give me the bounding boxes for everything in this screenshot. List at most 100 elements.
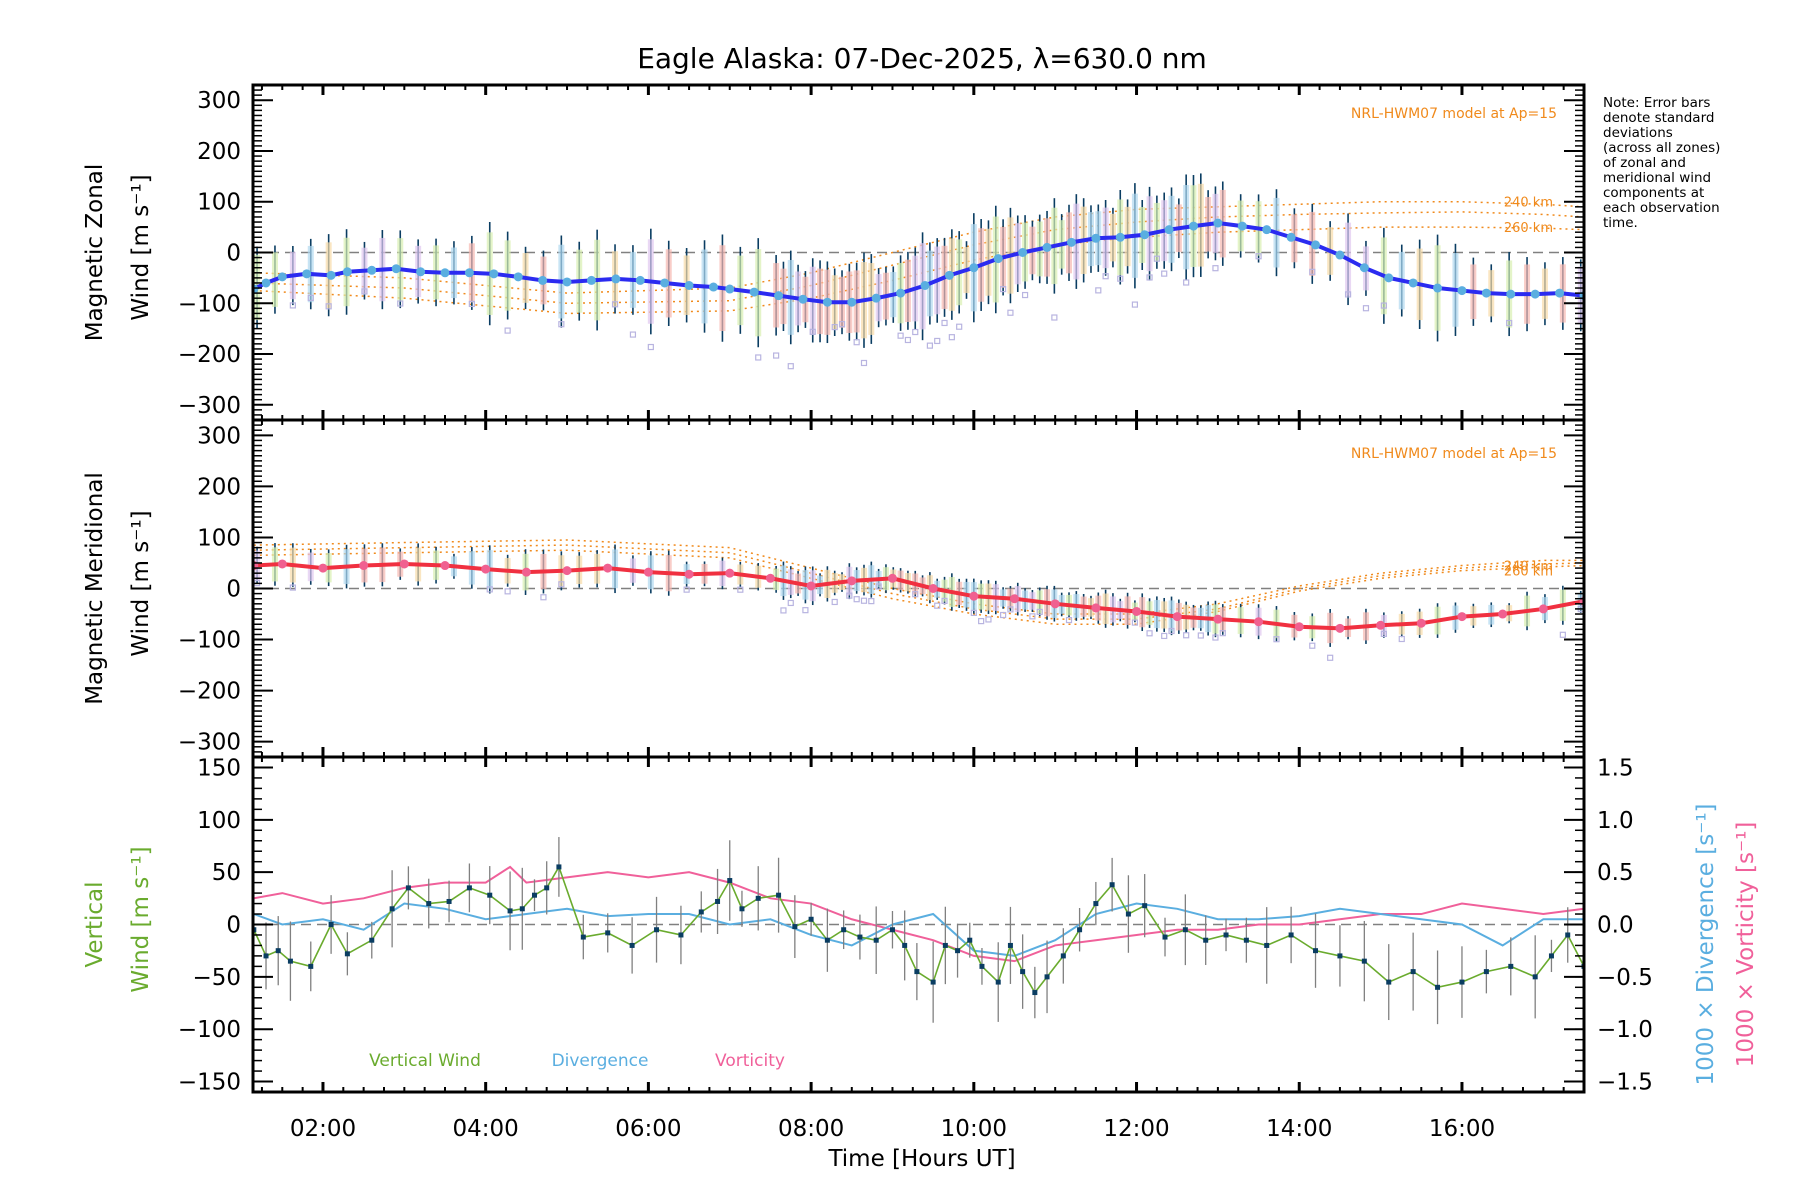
divergence-line	[253, 902, 1584, 957]
y-tick-label: 300	[197, 423, 241, 449]
zonal-wind-point	[586, 275, 596, 285]
vertical-wind-point	[889, 927, 895, 933]
plot-area	[253, 837, 1584, 1025]
zonal-wind-point	[749, 287, 759, 297]
y2-tick-label: −1.0	[1597, 1017, 1653, 1043]
zone-point	[941, 319, 948, 327]
meridional-wind-point	[1091, 603, 1101, 613]
zone-point	[1102, 273, 1109, 280]
model-curve-label-260: 260 km	[1504, 565, 1553, 580]
zone-point	[831, 323, 838, 331]
zone-point	[1219, 630, 1226, 637]
zonal-wind-point	[326, 270, 336, 280]
zone-point	[1344, 291, 1352, 298]
x-tick-label: 06:00	[615, 1116, 681, 1142]
vertical-wind-point	[995, 979, 1001, 985]
vertical-wind-point	[942, 942, 948, 948]
zonal-wind-point	[416, 267, 426, 277]
zone-point	[1131, 301, 1139, 308]
vertical-wind-point	[1288, 932, 1294, 938]
zonal-wind-point	[1506, 289, 1516, 299]
vertical-wind-point	[1459, 979, 1465, 985]
y2-tick-label: 1.5	[1597, 755, 1634, 781]
x-tick-label: 02:00	[290, 1116, 356, 1142]
zone-point	[1029, 613, 1036, 620]
zone-point	[755, 354, 762, 361]
vertical-wind-point	[1142, 903, 1148, 909]
zone-point	[934, 337, 941, 345]
zonal-wind-point	[871, 293, 881, 303]
zone-point	[289, 302, 296, 309]
y-label-line2: Wind [m s⁻¹]	[128, 174, 154, 320]
zonal-wind-point	[302, 269, 312, 279]
zonal-wind-point	[391, 264, 401, 274]
zone-point	[1146, 274, 1153, 281]
meridional-wind-point	[562, 566, 572, 576]
zonal-wind-point	[708, 282, 718, 292]
meridional-wind-point	[1213, 614, 1223, 624]
vertical-wind-point	[1060, 953, 1066, 959]
zone-point	[1380, 630, 1387, 638]
meridional-wind-point	[1254, 617, 1264, 627]
zone-point	[809, 328, 816, 335]
zone-point	[860, 359, 868, 367]
zonal-wind-point	[489, 269, 499, 279]
y2-tick-label: 0.5	[1597, 860, 1634, 886]
zonal-wind-point	[635, 275, 645, 285]
vertical-wind-point	[426, 901, 432, 907]
zone-point	[831, 598, 838, 606]
vertical-wind-point	[1044, 974, 1050, 980]
model-curve-2	[253, 544, 1584, 620]
vertical-wind-point	[755, 895, 761, 901]
model-curve-label-260: 260 km	[1504, 221, 1553, 236]
meridional-wind-point	[1416, 618, 1426, 628]
vertical-wind-point	[1182, 927, 1188, 933]
plot-area	[253, 539, 1584, 661]
zone-point	[1273, 636, 1280, 643]
y-tick-label: 0	[226, 913, 241, 939]
zone-point	[948, 334, 955, 341]
zone-point	[468, 300, 475, 308]
zone-point	[504, 327, 511, 334]
zone-point	[307, 294, 314, 301]
meridional-wind-point	[1294, 622, 1304, 632]
zone-point	[802, 607, 809, 614]
zone-point	[773, 352, 780, 359]
vertical-wind-point	[405, 885, 411, 891]
y2-label-vorticity: 1000 × Vorticity [s⁻¹]	[1733, 822, 1759, 1068]
meridional-wind-line	[253, 561, 1584, 631]
zone-point	[1161, 632, 1168, 640]
zone-point	[875, 583, 882, 590]
zone-point	[1153, 255, 1160, 262]
zone-point	[926, 342, 933, 349]
zonal-wind-point	[1213, 218, 1223, 228]
zone-point	[970, 609, 977, 617]
y2-label-divergence: 1000 × Divergence [s⁻¹]	[1693, 803, 1719, 1085]
vertical-wind-point	[808, 916, 814, 922]
vertical-wind-point	[841, 927, 847, 933]
zone-point	[1161, 270, 1168, 277]
zonal-wind-point	[261, 278, 271, 288]
vertical-wind-point	[1483, 969, 1489, 975]
x-tick-label: 14:00	[1266, 1116, 1332, 1142]
vertical-wind-point	[1243, 937, 1249, 943]
vertical-wind-point	[1337, 953, 1343, 959]
zonal-wind-point	[1408, 278, 1418, 288]
zone-point	[1065, 616, 1073, 624]
meridional-wind-point	[603, 563, 613, 573]
zonal-wind-point	[1481, 288, 1491, 298]
meridional-wind-point	[643, 567, 653, 577]
vertical-wind-point	[1223, 932, 1229, 938]
vertical-wind-point	[308, 963, 314, 969]
vertical-wind-point	[1264, 942, 1270, 948]
zone-point	[1007, 309, 1014, 316]
meridional-wind-point	[887, 573, 897, 583]
y-tick-label: −200	[178, 342, 241, 368]
meridional-wind-point	[1376, 620, 1386, 630]
zonal-wind-point	[847, 297, 857, 307]
zonal-wind-point	[920, 280, 930, 290]
vertical-wind-point	[1548, 953, 1554, 959]
vertical-wind-point	[1410, 969, 1416, 975]
zonal-wind-point	[1359, 263, 1369, 273]
